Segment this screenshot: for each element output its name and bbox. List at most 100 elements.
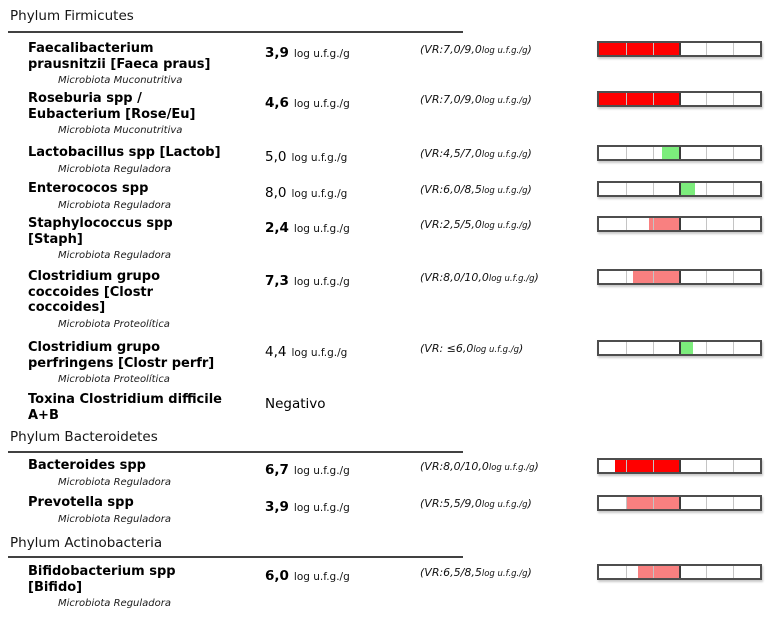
microbiota-type-label: Microbiota Muconutritiva [58, 125, 183, 136]
result-value: 8,0 [265, 185, 287, 201]
organism-name: Clostridium grupo coccoides [Clostr cocc… [28, 269, 161, 315]
result-bar [597, 458, 762, 474]
bar-segment-divider [652, 566, 654, 578]
bar-midline-divider [678, 497, 681, 509]
bar-segment-divider [625, 342, 627, 354]
reference-range-unit: log u.f.g./g [481, 46, 528, 56]
bar-midline-divider [678, 147, 681, 159]
reference-range-unit: log u.f.g./g [488, 274, 535, 284]
bar-segment-divider [733, 183, 735, 195]
reference-range-unit: log u.f.g./g [481, 500, 528, 510]
organism-name: Prevotella spp [28, 495, 134, 510]
bar-segment-divider [652, 43, 654, 55]
section-underline [8, 451, 463, 453]
bar-segment-divider [625, 566, 627, 578]
result-value: 3,9 [265, 499, 289, 515]
bar-fill [648, 218, 680, 230]
bar-midline-divider [678, 271, 681, 283]
bar-midline-divider [678, 93, 681, 105]
bar-segment-divider [706, 43, 708, 55]
bar-segment-divider [706, 342, 708, 354]
reference-range-values: (VR: ≤6,0 [420, 342, 474, 355]
bar-segment-divider [733, 460, 735, 472]
reference-range-values: (VR:6,5/8,5 [420, 566, 482, 579]
result-value: 4,6 [265, 95, 289, 111]
bar-segment-divider [652, 460, 654, 472]
result-bar [597, 564, 762, 580]
reference-range-close: ) [527, 218, 532, 231]
result-bar [597, 495, 762, 511]
reference-range-values: (VR:8,0/10,0 [420, 460, 489, 473]
bar-segment-divider [706, 271, 708, 283]
bar-segment-divider [652, 342, 654, 354]
bar-segment-divider [733, 147, 735, 159]
bar-segment-divider [706, 566, 708, 578]
reference-range-values: (VR:7,0/9,0 [420, 93, 482, 106]
reference-range: (VR:8,0/10,0log u.f.g./g) [420, 460, 539, 473]
organism-name: Faecalibacterium prausnitzii [Faeca prau… [28, 41, 211, 72]
bar-segment-divider [733, 497, 735, 509]
bar-midline-divider [678, 183, 681, 195]
reference-range-unit: log u.f.g./g [473, 345, 520, 355]
reference-range-close: ) [527, 43, 532, 56]
bar-midline-divider [678, 566, 681, 578]
bar-segment-divider [652, 147, 654, 159]
bar-segment-divider [733, 271, 735, 283]
result-bar [597, 41, 762, 57]
organism-name: Staphylococcus spp [Staph] [28, 216, 173, 247]
bar-fill [615, 460, 680, 472]
microbiota-type-label: Microbiota Proteolítica [58, 318, 170, 330]
bar-segment-divider [652, 497, 654, 509]
reference-range-close: ) [519, 342, 524, 355]
bar-segment-divider [652, 93, 654, 105]
result-bar [597, 181, 762, 197]
microbiota-type-label: Microbiota Reguladora [58, 199, 172, 211]
bar-fill [679, 342, 694, 354]
reference-range: (VR:6,5/8,5log u.f.g./g) [420, 566, 532, 579]
result-unit: log u.f.g./g [291, 188, 348, 200]
bar-segment-divider [733, 566, 735, 578]
microbiota-type-label: Microbiota Proteolítica [58, 374, 170, 385]
reference-range-unit: log u.f.g./g [488, 463, 535, 473]
bar-fill [599, 93, 680, 105]
organism-name: Toxina Clostridium difficile A+B [28, 392, 222, 423]
bar-segment-divider [625, 43, 627, 55]
organism-name: Bacteroides spp [28, 458, 146, 473]
section-underline [8, 31, 463, 33]
microbiota-type-label: Microbiota Muconutritiva [58, 75, 183, 86]
reference-range-values: (VR:5,5/9,0 [420, 497, 482, 510]
result-unit: log u.f.g./g [293, 98, 350, 110]
result-unit: log u.f.g./g [291, 347, 348, 359]
result-value: 7,3 [265, 273, 289, 289]
bar-segment-divider [706, 460, 708, 472]
result-unit: log u.f.g./g [293, 223, 350, 235]
bar-fill [638, 566, 680, 578]
result-value: 6,7 [265, 462, 289, 478]
reference-range-close: ) [534, 271, 539, 284]
bar-segment-divider [706, 497, 708, 509]
bar-segment-divider [625, 218, 627, 230]
reference-range-values: (VR:4,5/7,0 [420, 147, 482, 160]
bar-segment-divider [706, 147, 708, 159]
bar-segment-divider [625, 93, 627, 105]
result-unit: log u.f.g./g [293, 502, 350, 514]
reference-range-close: ) [527, 93, 532, 106]
reference-range-unit: log u.f.g./g [481, 186, 528, 196]
organism-name: Bifidobacterium spp [Bifido] [28, 564, 176, 595]
reference-range-close: ) [527, 183, 532, 196]
result-value: 6,0 [265, 568, 289, 584]
phylum-section-title: Phylum Firmicutes [10, 8, 134, 24]
section-underline [8, 556, 463, 558]
phylum-section-title: Phylum Bacteroidetes [10, 429, 158, 445]
reference-range: (VR:5,5/9,0log u.f.g./g) [420, 497, 532, 510]
bar-segment-divider [625, 271, 627, 283]
bar-segment-divider [733, 218, 735, 230]
result-value: 2,4 [265, 220, 289, 236]
result-unit: log u.f.g./g [293, 465, 350, 477]
bar-fill [632, 271, 680, 283]
microbiota-type-label: Microbiota Reguladora [58, 476, 172, 488]
result-unit: log u.f.g./g [293, 48, 350, 60]
result-unit: log u.f.g./g [293, 276, 350, 288]
result-value: 5,0 [265, 149, 287, 165]
bar-fill [599, 43, 680, 55]
